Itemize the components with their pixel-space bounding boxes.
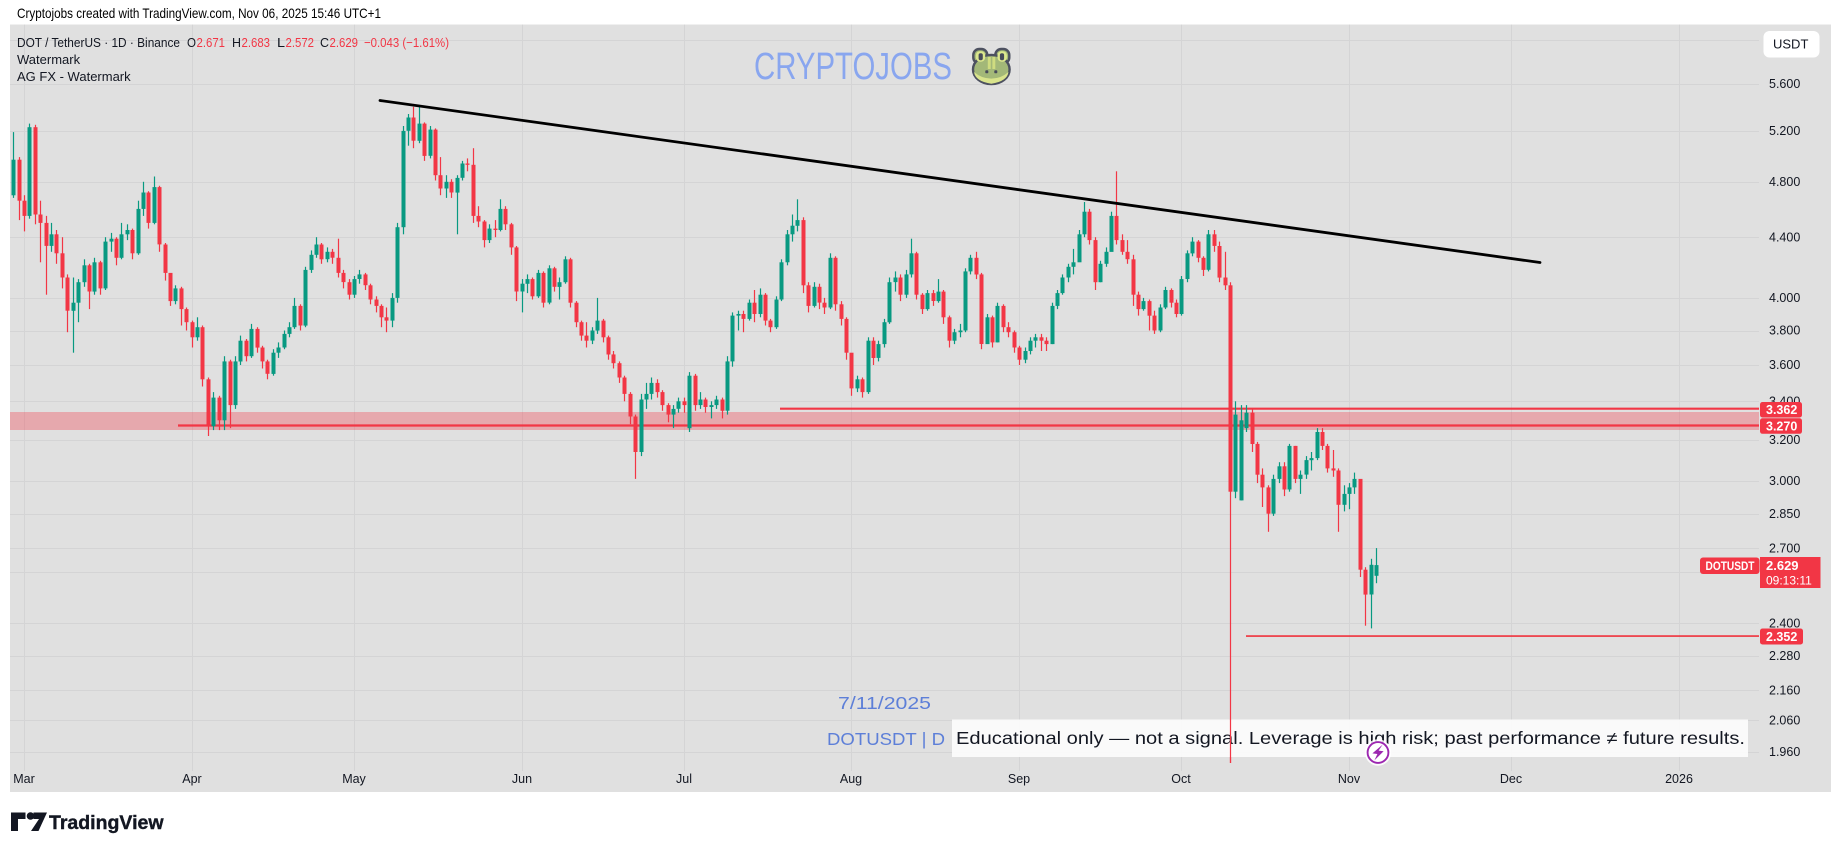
svg-text:Nov: Nov <box>1338 772 1361 786</box>
svg-text:May: May <box>342 772 366 786</box>
svg-text:Aug: Aug <box>840 772 862 786</box>
svg-text:3.600: 3.600 <box>1769 358 1800 372</box>
svg-text:DOTUSDT | D: DOTUSDT | D <box>827 729 945 749</box>
svg-text:2.671: 2.671 <box>197 35 226 50</box>
svg-text:2.683: 2.683 <box>242 35 271 50</box>
svg-text:3.800: 3.800 <box>1769 324 1800 338</box>
svg-text:L: L <box>277 35 285 50</box>
svg-text:O: O <box>187 35 196 50</box>
svg-text:2.572: 2.572 <box>286 35 315 50</box>
svg-text:2.400: 2.400 <box>1769 616 1800 630</box>
svg-text:7/11/2025: 7/11/2025 <box>838 693 931 713</box>
svg-text:2.629: 2.629 <box>330 35 359 50</box>
svg-text:Jun: Jun <box>512 772 532 786</box>
svg-text:4.000: 4.000 <box>1769 291 1800 305</box>
svg-text:AG FX - Watermark: AG FX - Watermark <box>17 69 131 84</box>
svg-text:Jul: Jul <box>676 772 692 786</box>
svg-text:1.960: 1.960 <box>1769 745 1800 759</box>
svg-text:2026: 2026 <box>1665 772 1693 786</box>
svg-text:3.200: 3.200 <box>1769 433 1800 447</box>
svg-text:Oct: Oct <box>1171 772 1191 786</box>
svg-text:H: H <box>232 35 241 50</box>
svg-text:CRYPTOJOBS: CRYPTOJOBS <box>754 46 952 88</box>
svg-text:2.060: 2.060 <box>1769 714 1800 728</box>
svg-text:4.400: 4.400 <box>1769 230 1800 244</box>
svg-text:2.629: 2.629 <box>1766 558 1799 573</box>
svg-text:Dec: Dec <box>1500 772 1522 786</box>
svg-text:−0.043 (−1.61%): −0.043 (−1.61%) <box>364 35 449 50</box>
svg-text:2.280: 2.280 <box>1769 649 1800 663</box>
svg-text:DOTUSDT: DOTUSDT <box>1706 561 1755 573</box>
svg-text:Mar: Mar <box>13 772 35 786</box>
svg-text:Cryptojobs created with Tradin: Cryptojobs created with TradingView.com,… <box>17 5 381 21</box>
svg-text:TradingView: TradingView <box>49 812 164 834</box>
svg-text:3.000: 3.000 <box>1769 474 1800 488</box>
svg-text:Educational only — not a signa: Educational only — not a signal. Leverag… <box>956 728 1745 748</box>
svg-text:USDT: USDT <box>1773 37 1808 52</box>
svg-text:5.200: 5.200 <box>1769 124 1800 138</box>
svg-text:3.270: 3.270 <box>1766 419 1797 433</box>
svg-text:3.362: 3.362 <box>1766 403 1797 417</box>
svg-text:2.700: 2.700 <box>1769 541 1800 555</box>
svg-text:DOT / TetherUS · 1D · Binance: DOT / TetherUS · 1D · Binance <box>17 35 180 50</box>
svg-text:2.850: 2.850 <box>1769 507 1800 521</box>
svg-text:5.600: 5.600 <box>1769 77 1800 91</box>
svg-text:Sep: Sep <box>1008 772 1030 786</box>
svg-text:4.800: 4.800 <box>1769 175 1800 189</box>
svg-text:09:13:11: 09:13:11 <box>1766 574 1812 588</box>
svg-text:Apr: Apr <box>182 772 201 786</box>
svg-text:Watermark: Watermark <box>17 52 81 67</box>
svg-text:C: C <box>320 35 329 50</box>
svg-text:2.352: 2.352 <box>1766 630 1797 644</box>
svg-text:2.160: 2.160 <box>1769 683 1800 697</box>
